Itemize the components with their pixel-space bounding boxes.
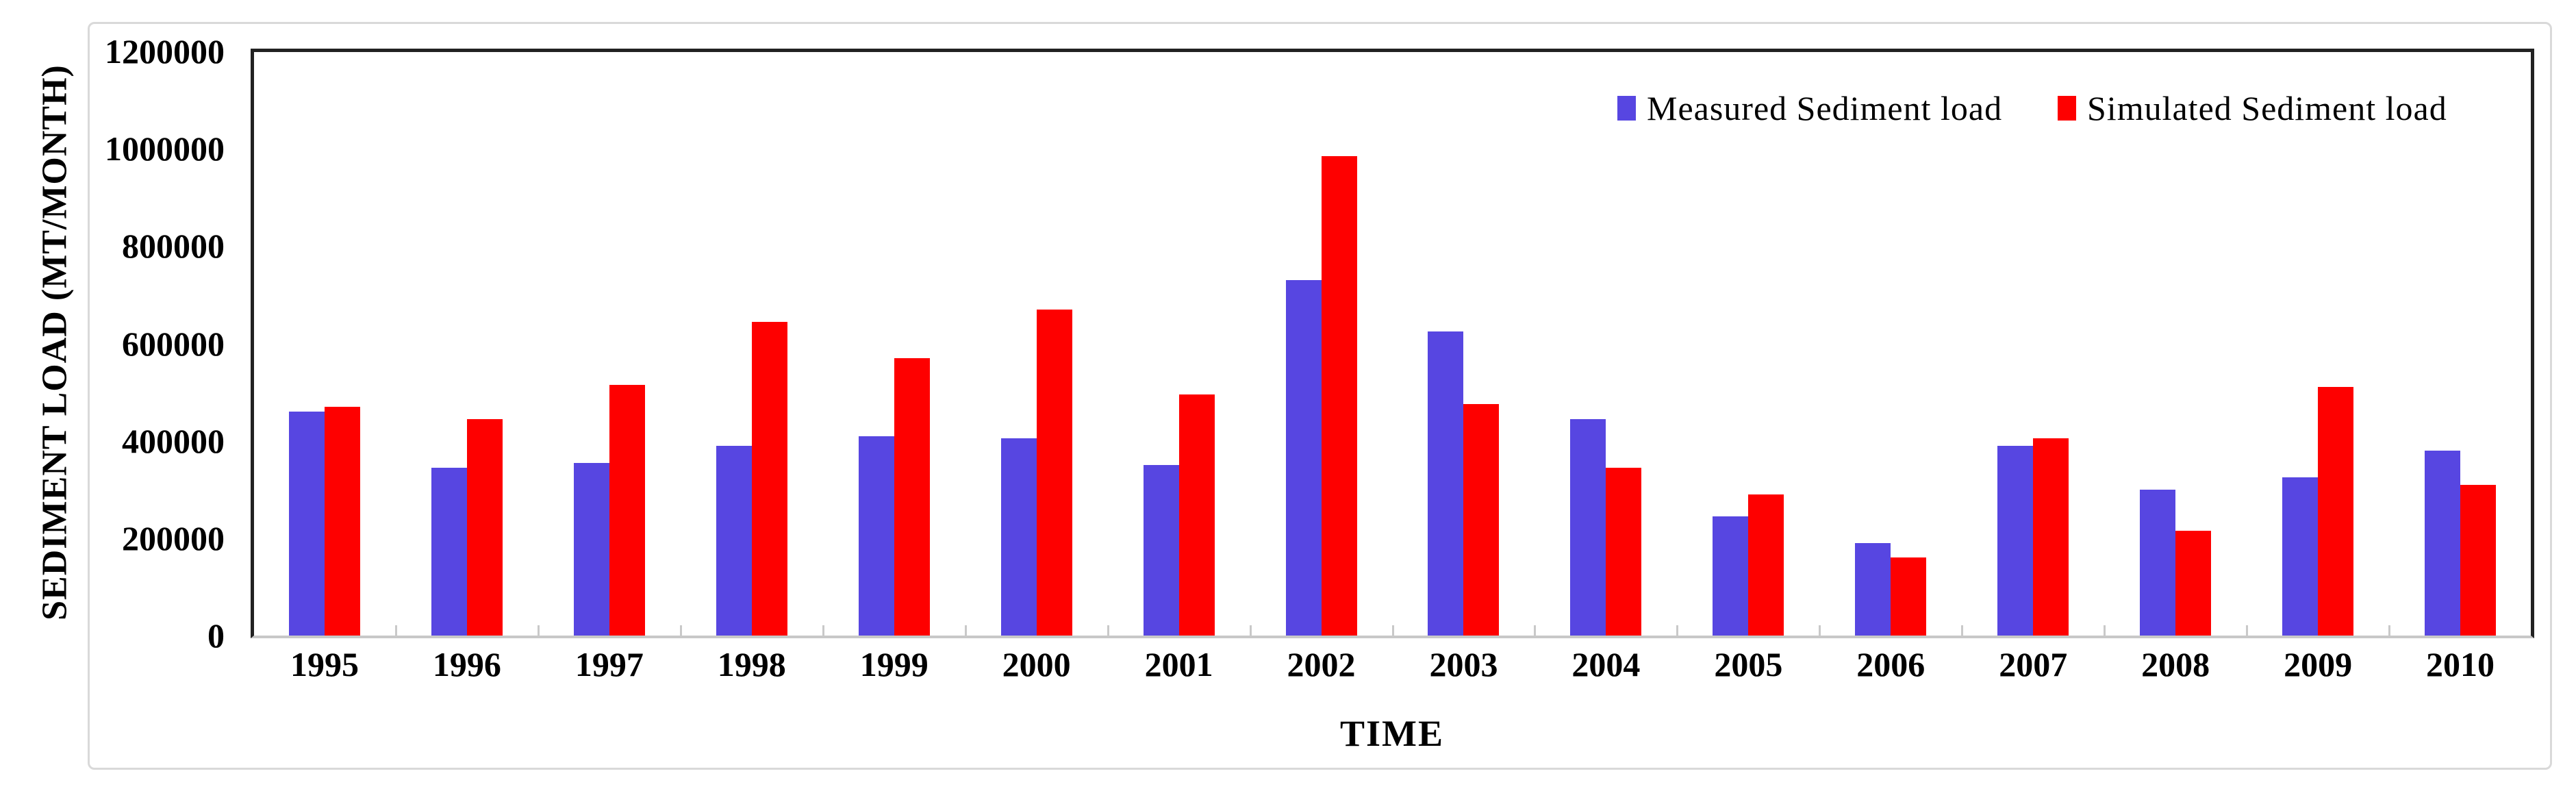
bar-simulated-2010 <box>2460 484 2497 636</box>
bar-measured-2005 <box>1713 516 1749 636</box>
bar-measured-2002 <box>1285 280 1322 636</box>
x-tick-mark <box>1961 625 1964 636</box>
legend-swatch-simulated-icon <box>2058 96 2076 121</box>
x-tick-label: 2006 <box>1856 645 1925 683</box>
x-tick-mark <box>2246 625 2249 636</box>
x-tick-label: 2003 <box>1429 645 1498 683</box>
bar-simulated-2007 <box>2033 438 2069 636</box>
figure-border <box>88 22 2552 770</box>
bar-measured-2001 <box>1143 465 1179 636</box>
x-tick-mark <box>1819 625 1821 636</box>
y-tick-label: 1000000 <box>105 129 225 168</box>
bar-simulated-2005 <box>1748 494 1784 636</box>
bar-simulated-2009 <box>2318 387 2354 636</box>
y-tick-label: 600000 <box>122 324 225 363</box>
x-tick-mark <box>1107 625 1109 636</box>
x-tick-label: 1997 <box>574 645 644 683</box>
bar-simulated-2006 <box>1891 557 1927 636</box>
bar-simulated-1995 <box>324 406 360 636</box>
x-tick-label: 2000 <box>1002 645 1071 683</box>
x-tick-mark <box>1676 625 1679 636</box>
bar-simulated-2004 <box>1606 467 1642 636</box>
bar-measured-1996 <box>431 467 467 636</box>
bar-measured-1999 <box>858 436 894 636</box>
y-tick-label: 400000 <box>122 421 225 460</box>
legend-swatch-measured-icon <box>1617 96 1636 121</box>
bar-simulated-1999 <box>894 357 930 636</box>
y-tick-label: 800000 <box>122 227 225 266</box>
bar-simulated-2008 <box>2175 531 2212 636</box>
x-tick-label: 2007 <box>1999 645 2068 683</box>
bar-measured-2010 <box>2425 450 2461 636</box>
legend-item-simulated: Simulated Sediment load <box>2058 89 2447 127</box>
x-tick-mark <box>1391 625 1394 636</box>
x-axis-title: TIME <box>1339 713 1445 754</box>
bar-simulated-2001 <box>1178 394 1215 636</box>
x-tick-label: 1995 <box>290 645 359 683</box>
y-tick-label: 1200000 <box>105 32 225 71</box>
bar-simulated-1998 <box>751 321 787 636</box>
x-tick-label: 1996 <box>432 645 501 683</box>
y-tick-label: 0 <box>207 616 225 655</box>
bar-measured-2004 <box>1570 418 1606 636</box>
x-tick-mark <box>2104 625 2106 636</box>
x-tick-mark <box>822 625 824 636</box>
x-tick-label: 2005 <box>1714 645 1783 683</box>
bar-measured-2007 <box>1997 445 2034 636</box>
x-tick-label: 1998 <box>717 645 786 683</box>
legend-label-measured: Measured Sediment load <box>1647 89 2003 127</box>
x-tick-label: 2004 <box>1571 645 1641 683</box>
bar-simulated-2002 <box>1321 155 1357 636</box>
legend-label-simulated: Simulated Sediment load <box>2087 89 2447 127</box>
bar-simulated-1996 <box>466 418 503 636</box>
y-tick-label: 200000 <box>122 518 225 557</box>
bar-simulated-1997 <box>609 384 645 636</box>
bar-measured-2009 <box>2282 477 2319 636</box>
bar-measured-2000 <box>1000 438 1037 636</box>
x-tick-mark <box>1249 625 1252 636</box>
bar-measured-2003 <box>1428 331 1464 636</box>
x-tick-label: 2009 <box>2284 645 2353 683</box>
x-tick-label: 2002 <box>1287 645 1356 683</box>
x-tick-mark <box>964 625 967 636</box>
x-tick-label: 2010 <box>2426 645 2495 683</box>
legend-item-measured: Measured Sediment load <box>1617 89 2003 127</box>
x-tick-mark <box>537 625 540 636</box>
bar-measured-2008 <box>2140 489 2176 636</box>
x-tick-label: 1999 <box>859 645 929 683</box>
bar-measured-2006 <box>1855 542 1891 636</box>
bar-measured-1998 <box>716 445 752 636</box>
x-tick-mark <box>394 625 397 636</box>
x-tick-label: 2001 <box>1144 645 1213 683</box>
bar-simulated-2003 <box>1463 404 1500 636</box>
bar-measured-1997 <box>573 462 609 636</box>
bar-simulated-2000 <box>1036 309 1072 636</box>
x-tick-label: 2008 <box>2141 645 2210 683</box>
x-tick-mark <box>2388 625 2391 636</box>
x-tick-mark <box>679 625 682 636</box>
x-tick-mark <box>1534 625 1537 636</box>
bar-measured-1995 <box>288 412 325 636</box>
